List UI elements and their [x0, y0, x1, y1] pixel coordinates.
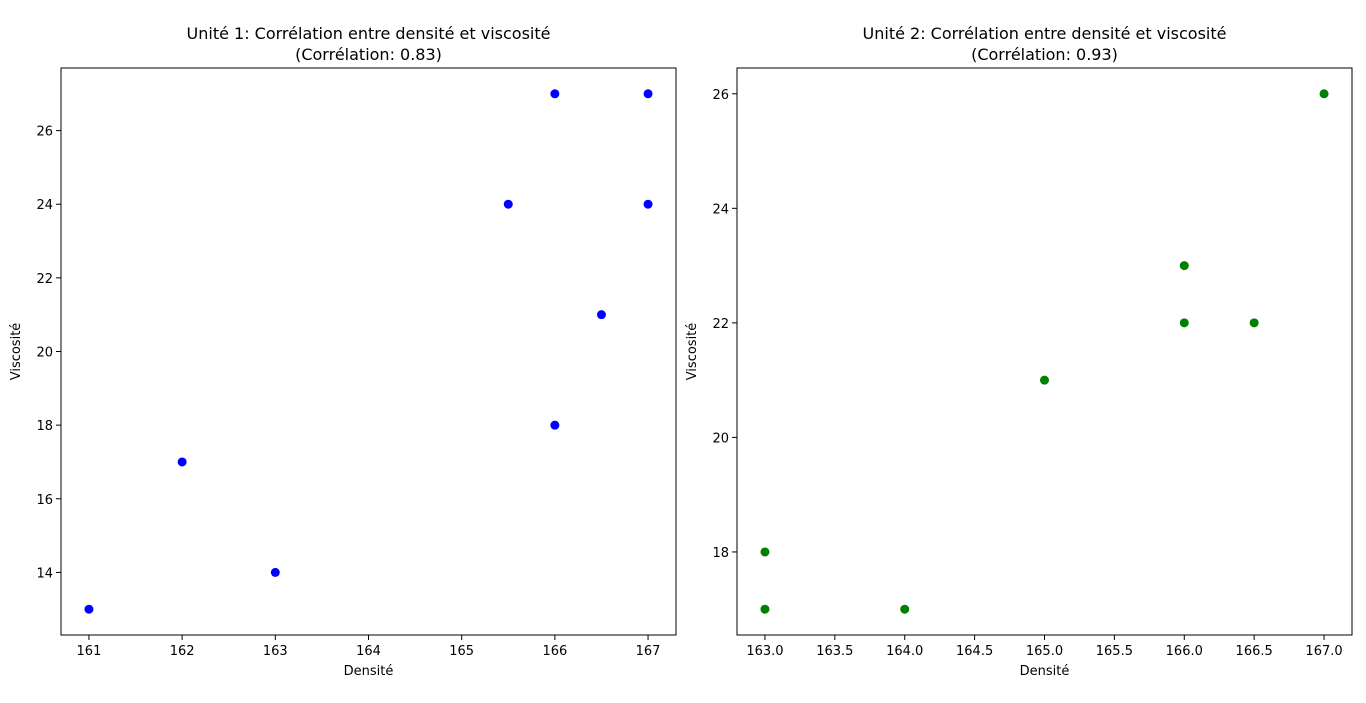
x-tick-label: 163.0: [746, 644, 783, 659]
data-point: [643, 199, 653, 209]
data-point: [1249, 318, 1259, 328]
data-point: [84, 604, 94, 614]
chart-title: Unité 2: Corrélation entre densité et vi…: [863, 24, 1227, 43]
data-point: [1040, 375, 1049, 385]
data-point: [503, 199, 513, 209]
x-tick-label: 165: [449, 644, 474, 659]
data-point: [596, 310, 606, 320]
data-point: [900, 604, 910, 614]
y-tick-label: 16: [36, 493, 53, 508]
data-point: [1179, 318, 1189, 328]
chart-title: Unité 1: Corrélation entre densité et vi…: [187, 24, 551, 43]
y-tick-label: 24: [712, 202, 729, 217]
x-tick-label: 166.0: [1166, 644, 1203, 659]
data-point: [550, 420, 560, 430]
chart-unite-1: Unité 1: Corrélation entre densité et vi…: [9, 24, 677, 679]
data-point: [270, 567, 280, 577]
x-tick-label: 163: [263, 644, 288, 659]
y-tick-label: 14: [36, 566, 53, 581]
x-tick-label: 162: [170, 644, 195, 659]
chart-unite-2: Unité 2: Corrélation entre densité et vi…: [685, 24, 1353, 679]
y-tick-label: 24: [36, 198, 53, 213]
x-tick-label: 167.0: [1305, 644, 1342, 659]
x-tick-label: 161: [77, 644, 102, 659]
x-tick-label: 165.5: [1096, 644, 1133, 659]
plot-frame: [736, 67, 1353, 636]
x-tick-label: 164.0: [886, 644, 923, 659]
x-tick-label: 166.5: [1236, 644, 1273, 659]
y-axis-label: Viscosité: [9, 323, 24, 381]
y-tick-label: 18: [712, 546, 729, 561]
y-tick-label: 26: [712, 88, 729, 103]
plot-frame: [60, 67, 677, 636]
data-point: [177, 457, 187, 467]
x-tick-label: 167: [636, 644, 661, 659]
y-tick-label: 18: [36, 419, 53, 434]
data-point: [550, 89, 560, 99]
y-tick-label: 20: [712, 431, 729, 446]
data-point: [643, 89, 653, 99]
x-tick-label: 163.5: [816, 644, 853, 659]
x-tick-label: 164.5: [956, 644, 993, 659]
x-tick-label: 165.0: [1026, 644, 1063, 659]
y-tick-label: 20: [36, 346, 53, 361]
data-point: [760, 547, 770, 557]
x-axis-label: Densité: [1020, 664, 1070, 679]
y-tick-label: 22: [712, 317, 729, 332]
data-point: [760, 604, 770, 614]
y-tick-label: 26: [36, 125, 53, 140]
data-point: [1319, 89, 1329, 99]
y-tick-label: 22: [36, 272, 53, 287]
y-axis-label: Viscosité: [685, 323, 700, 381]
x-axis-label: Densité: [344, 664, 394, 679]
x-tick-label: 166: [542, 644, 567, 659]
chart-subtitle: (Corrélation: 0.93): [971, 45, 1118, 64]
data-point: [1179, 261, 1189, 271]
x-tick-label: 164: [356, 644, 381, 659]
chart-subtitle: (Corrélation: 0.83): [295, 45, 442, 64]
